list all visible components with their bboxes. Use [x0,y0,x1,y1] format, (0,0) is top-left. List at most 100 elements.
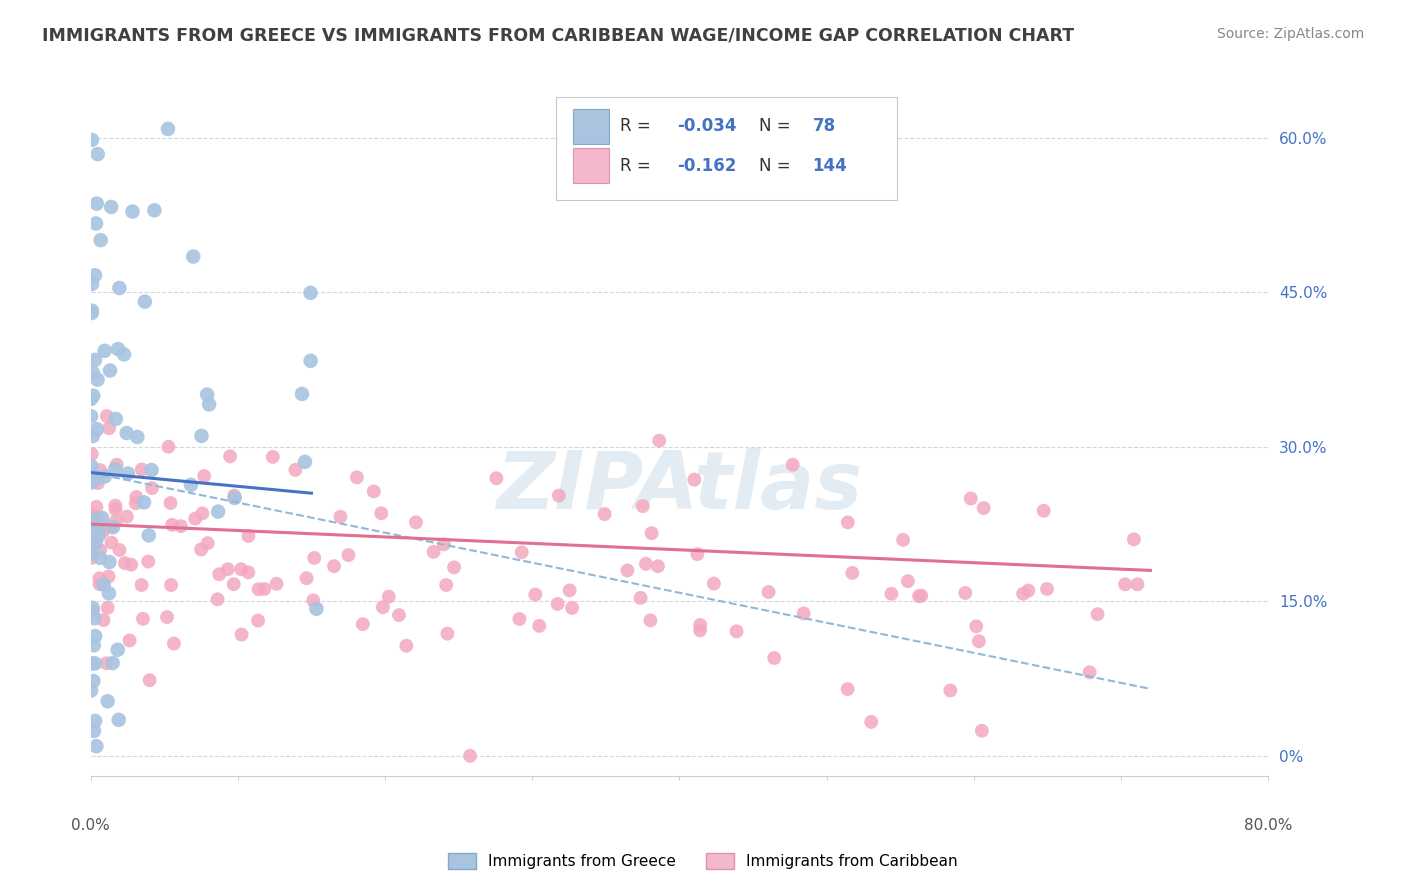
Point [217,562,239,576]
Point [195,387,218,401]
Point [107,642,129,657]
Point [127,430,149,444]
Point [84,629,107,643]
Point [1078,665,1101,680]
Point [107,342,129,356]
Point [547,597,569,611]
Point [84,217,107,231]
Point [897,574,920,589]
Point [98,363,121,377]
Point [87,511,110,525]
Point [105,458,128,472]
FancyBboxPatch shape [574,148,609,183]
Point [329,509,352,524]
Point [305,601,328,615]
Point [82,517,104,532]
Point [970,723,993,738]
Point [191,507,214,521]
Point [87,147,110,161]
Text: ZIPAtlas: ZIPAtlas [496,448,862,525]
Point [782,458,804,472]
Point [91,524,114,539]
Point [630,591,652,605]
Point [84,536,107,550]
Point [689,624,711,638]
Text: N =: N = [759,157,796,175]
Point [104,462,127,476]
Point [160,578,183,592]
Text: R =: R = [620,157,657,175]
Point [83,723,105,738]
Point [86,521,108,535]
Point [238,529,260,543]
Point [157,440,180,454]
Point [224,491,246,505]
Point [80,683,103,698]
Point [86,373,108,387]
Point [880,587,903,601]
Point [118,633,141,648]
Point [93,613,115,627]
Point [86,500,108,514]
Point [86,196,108,211]
Point [84,352,107,367]
Point [458,748,481,763]
Point [87,470,110,484]
Point [80,409,103,424]
Point [84,657,107,671]
Point [284,463,307,477]
Point [108,281,131,295]
Text: IMMIGRANTS FROM GREECE VS IMMIGRANTS FROM CARIBBEAN WAGE/INCOME GAP CORRELATION : IMMIGRANTS FROM GREECE VS IMMIGRANTS FRO… [42,27,1074,45]
Point [100,519,122,533]
Point [405,516,427,530]
Point [1122,533,1144,547]
Point [973,501,995,516]
Point [207,592,229,607]
Point [132,495,155,509]
Point [841,566,863,580]
Point [84,268,107,283]
Point [89,571,111,585]
Point [198,397,221,411]
Point [967,634,990,648]
Text: 0.0%: 0.0% [72,818,110,832]
Point [115,509,138,524]
Point [207,505,229,519]
Point [82,537,104,551]
Point [101,656,124,670]
Point [180,478,202,492]
Point [648,434,671,448]
Point [83,513,105,527]
Point [758,585,780,599]
Point [939,683,962,698]
Point [104,514,127,528]
Point [485,471,508,485]
Point [231,627,253,641]
Point [891,533,914,547]
Point [363,484,385,499]
Point [302,593,325,607]
Point [231,562,253,576]
Point [1036,582,1059,596]
Point [104,499,127,513]
Text: N =: N = [759,118,796,136]
Point [80,392,103,406]
Point [89,550,111,565]
Point [96,657,118,671]
Point [125,490,148,504]
Point [959,491,981,506]
Point [97,600,120,615]
Point [143,203,166,218]
Point [908,589,931,603]
Text: R =: R = [620,118,657,136]
Point [634,557,657,571]
Point [82,604,104,618]
Point [247,582,270,597]
Point [1126,577,1149,591]
Point [82,389,104,403]
Text: 80.0%: 80.0% [1244,818,1292,832]
Point [80,507,103,521]
Point [323,559,346,574]
Point [304,550,326,565]
Point [96,409,118,423]
